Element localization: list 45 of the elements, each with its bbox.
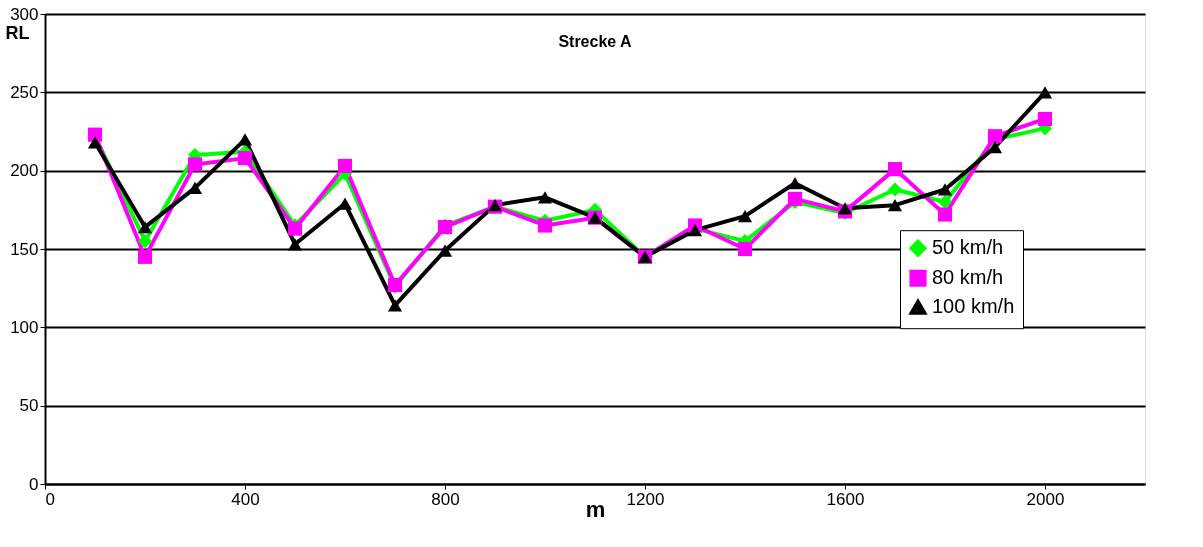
y-tick-label: 0	[29, 474, 39, 494]
text: Strecke A	[558, 33, 633, 50]
point	[87, 136, 103, 149]
x-tick-label: 1600	[826, 489, 865, 509]
point	[337, 158, 353, 174]
point	[237, 151, 253, 166]
point	[537, 191, 553, 204]
point	[537, 218, 553, 233]
point	[937, 183, 953, 196]
x-tick-label: 400	[231, 489, 260, 509]
point	[387, 299, 403, 312]
point	[137, 220, 153, 234]
y-tick-label: 250	[10, 82, 39, 102]
point	[787, 191, 803, 206]
y-tick-label: 50	[19, 396, 39, 416]
point	[937, 207, 953, 222]
point	[137, 234, 153, 249]
y-tick-label: 150	[10, 239, 39, 259]
point	[737, 241, 753, 257]
x-tick-label: 2000	[1026, 489, 1065, 509]
point	[837, 202, 853, 215]
point	[237, 133, 253, 146]
point	[437, 244, 453, 257]
point	[887, 162, 903, 177]
point	[187, 157, 203, 172]
point	[137, 249, 153, 264]
point	[937, 194, 953, 210]
legend-label: 50 km/h	[932, 236, 1004, 259]
point	[1037, 86, 1053, 99]
y-tick-label: 200	[10, 161, 39, 181]
x-tick-label: 0	[45, 489, 55, 509]
point	[287, 238, 303, 251]
x-axis-title: m	[585, 496, 606, 522]
point	[887, 199, 903, 212]
point	[887, 182, 903, 197]
y-tick-label: 300	[10, 4, 39, 24]
legend-label: 100 km/h	[932, 295, 1015, 318]
y-axis-title: RL	[5, 22, 30, 43]
point	[737, 209, 753, 223]
x-tick-label: 1200	[626, 489, 665, 509]
y-tick-label: 100	[10, 317, 39, 337]
x-tick-label: 800	[431, 489, 460, 509]
point	[1037, 111, 1053, 127]
legend-label: 80 km/h	[932, 266, 1004, 289]
point	[787, 177, 803, 190]
